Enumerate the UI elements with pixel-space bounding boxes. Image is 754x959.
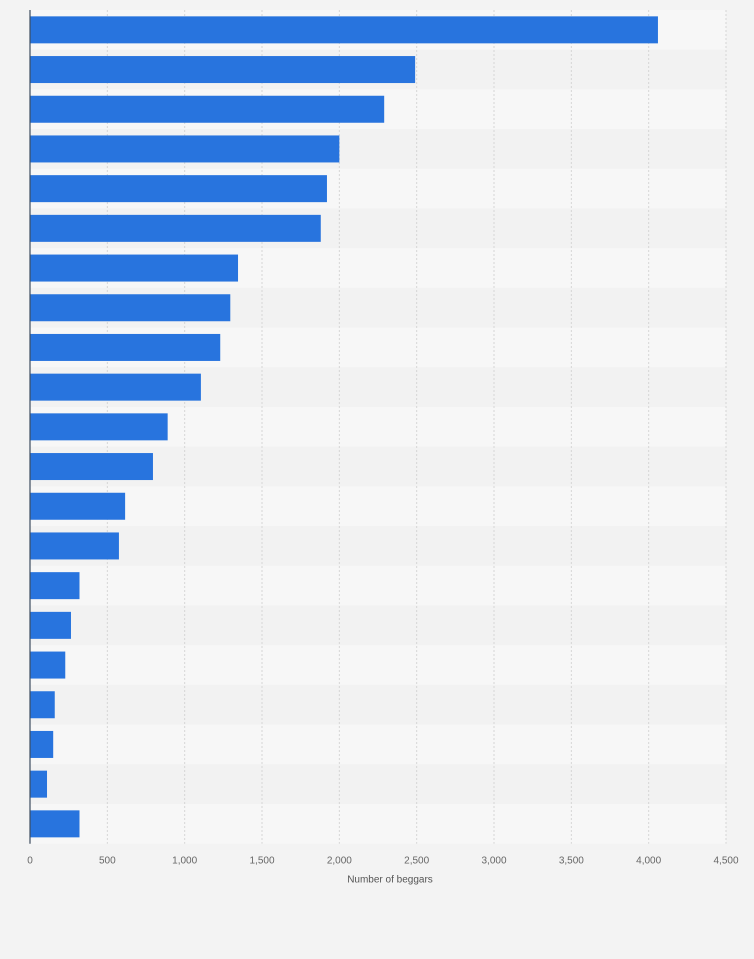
bar [30, 532, 119, 560]
row-band [30, 565, 726, 606]
bar [30, 810, 80, 838]
row-band [30, 526, 726, 566]
row-band [30, 764, 726, 804]
row-band [30, 486, 726, 527]
bar [30, 572, 80, 600]
bar [30, 373, 201, 401]
x-axis-tick-labels: 0 500 1,000 1,500 2,000 2,500 3,000 3,500 4,000 4… [27, 856, 739, 867]
x-tick-label: 2,000 [327, 856, 352, 867]
row-band [30, 605, 726, 646]
bar [30, 651, 66, 679]
x-tick-label: 4,500 [713, 856, 738, 867]
bar [30, 294, 231, 322]
bar [30, 175, 327, 203]
row-band [30, 684, 726, 725]
bar [30, 333, 221, 361]
x-tick-label: 500 [99, 856, 116, 867]
row-band [30, 804, 726, 844]
x-axis-title: Number of beggars [347, 875, 433, 886]
bar [30, 492, 126, 520]
row-band [30, 645, 726, 685]
x-tick-label: 1,500 [249, 856, 274, 867]
bar [30, 413, 168, 441]
row-band [30, 724, 726, 765]
bars [30, 16, 658, 838]
x-tick-label: 3,500 [559, 856, 584, 867]
bar [30, 730, 54, 758]
x-tick-label: 4,000 [636, 856, 661, 867]
bar [30, 770, 48, 798]
x-tick-label: 2,500 [404, 856, 429, 867]
x-tick-label: 3,000 [481, 856, 506, 867]
x-tick-label: 0 [27, 856, 33, 867]
bar [30, 691, 55, 719]
bar [30, 56, 416, 84]
x-tick-label: 1,000 [172, 856, 197, 867]
bar [30, 16, 658, 44]
bar [30, 135, 340, 163]
bar [30, 453, 153, 481]
bar [30, 254, 239, 282]
bar [30, 95, 385, 123]
bar [30, 214, 321, 242]
bar [30, 611, 71, 639]
